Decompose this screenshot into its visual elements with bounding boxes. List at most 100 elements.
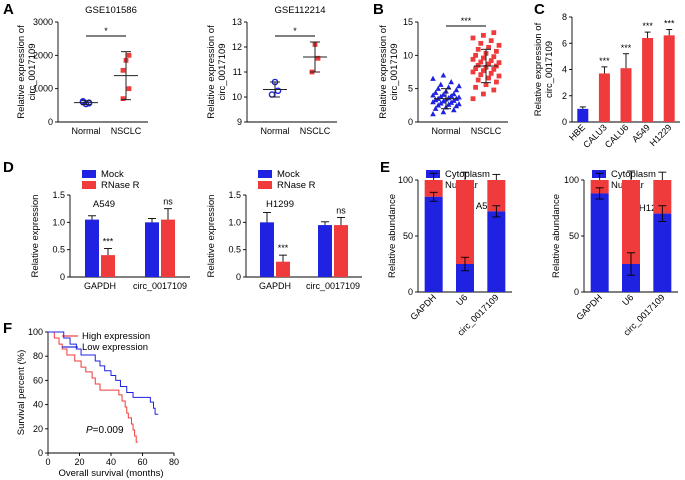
bar-mock	[318, 225, 332, 277]
data-point-B	[430, 111, 436, 117]
data-point-B	[448, 99, 454, 105]
bar-HBE	[577, 108, 589, 122]
y-tick-label-A: 1000	[33, 84, 53, 94]
x-tick-label-A2: NSCLC	[300, 126, 331, 136]
y-tick-label-E2: 50	[569, 231, 579, 241]
data-point-B	[478, 40, 484, 46]
y-axis-title-C: circ_0017109	[544, 41, 555, 98]
legend-swatch-E2	[592, 170, 606, 178]
data-point-B	[496, 73, 502, 79]
data-point-A	[120, 67, 126, 73]
data-point-B	[438, 81, 444, 87]
p-value: P=0.009	[86, 425, 124, 436]
panel-label-d: D	[3, 159, 14, 176]
y-tick-label-B: 10	[403, 50, 413, 60]
bar-CALU3	[598, 73, 610, 122]
chart-title-E: A549	[476, 201, 498, 212]
data-point-B	[430, 75, 436, 81]
data-point-B	[438, 93, 444, 99]
bar-nuclear	[622, 180, 640, 264]
data-point-B	[475, 77, 481, 83]
data-point-B	[440, 72, 447, 78]
y-tick-label-B: 15	[403, 17, 413, 27]
x-tick-label-B: NSCLC	[471, 126, 502, 136]
y-tick-label-D2: 1.0	[228, 217, 241, 227]
bar-rnase-r	[334, 225, 348, 277]
data-point-B	[475, 46, 481, 52]
y-axis-title-A: Relative expression of	[16, 25, 27, 119]
bar-nuclear	[653, 180, 672, 214]
data-point-B	[473, 84, 478, 90]
data-point-A2	[315, 55, 321, 61]
y-tick-label-A: 2000	[33, 50, 53, 60]
chart-title-D: A549	[93, 199, 115, 210]
bar-A549	[642, 38, 654, 122]
y-axis-title-E: Relative abundance	[387, 194, 398, 278]
panel-label-a: A	[3, 1, 14, 18]
data-point-A2	[268, 91, 276, 98]
data-point-B	[481, 68, 486, 74]
y-tick-label-C: 0	[562, 117, 567, 127]
panel-label-f: F	[3, 320, 12, 337]
data-point-B	[491, 30, 497, 36]
x-tick-label-D2: GAPDH	[259, 281, 291, 291]
x-axis-title-F: Overall survival (months)	[58, 468, 163, 479]
y-axis-title-B: Relative expression of	[378, 25, 389, 119]
x-tick-label-C: CALU6	[603, 122, 631, 150]
x-tick-label-E2: U6	[620, 292, 635, 307]
legend-label-D: Mock	[101, 169, 124, 180]
y-tick-label-C: 6	[562, 38, 567, 48]
data-point-A	[120, 96, 126, 102]
x-tick-label-D: GAPDH	[84, 281, 116, 291]
y-tick-label-B: 0	[408, 117, 413, 127]
significance-label-C: ***	[621, 43, 632, 53]
significance-label-D2: ***	[278, 243, 289, 253]
significance-label-D: ns	[163, 197, 173, 207]
panel-label-c: C	[534, 1, 545, 18]
data-point-B	[486, 61, 491, 67]
y-tick-label-D: 0	[60, 272, 65, 282]
y-tick-label-D2: 0	[236, 272, 241, 282]
panel-label-e: E	[380, 159, 390, 176]
y-tick-label-A2: 11	[233, 67, 242, 77]
y-axis-title-B: circ_0017109	[389, 43, 400, 100]
y-tick-label-D2: 0.5	[228, 245, 241, 255]
legend-swatch-E	[426, 170, 440, 178]
significance-label-D: ***	[103, 237, 114, 247]
x-tick-label-F: 20	[74, 457, 84, 467]
bar-nuclear	[487, 180, 506, 212]
data-point-B	[491, 87, 497, 93]
y-tick-label-F: 60	[33, 375, 43, 385]
legend-swatch-D2	[258, 181, 272, 189]
significance-label-C: ***	[664, 18, 675, 28]
chart-title-A2: GSE112214	[274, 5, 325, 16]
y-axis-title-D: Relative expression	[30, 195, 41, 278]
bar-nuclear	[456, 180, 474, 264]
data-point-B	[448, 79, 454, 85]
x-tick-label-A: Normal	[71, 126, 100, 136]
y-tick-label-A2: 10	[232, 92, 242, 102]
bar-cytoplasm	[487, 211, 506, 292]
data-point-A2	[274, 87, 282, 95]
bar-CALU6	[620, 68, 632, 122]
data-point-B	[435, 85, 441, 91]
data-point-B	[451, 97, 457, 103]
y-tick-label-E: 100	[398, 175, 413, 185]
y-axis-title-F: Survival percent (%)	[16, 350, 27, 436]
data-point-B	[491, 54, 497, 60]
y-tick-label-F: 100	[28, 327, 43, 337]
data-point-B	[478, 59, 484, 65]
data-point-B	[494, 48, 499, 54]
y-tick-label-F: 80	[33, 351, 43, 361]
data-point-B	[430, 92, 436, 98]
data-point-B	[496, 42, 502, 48]
y-tick-label-F: 40	[33, 400, 43, 410]
data-point-B	[488, 58, 494, 64]
bar-cytoplasm	[456, 264, 474, 292]
significance-label-A2: *	[293, 26, 297, 36]
y-tick-label-A2: 12	[232, 42, 242, 52]
bar-rnase-r	[161, 219, 175, 277]
data-point-B	[488, 70, 494, 76]
data-point-B	[453, 87, 460, 93]
